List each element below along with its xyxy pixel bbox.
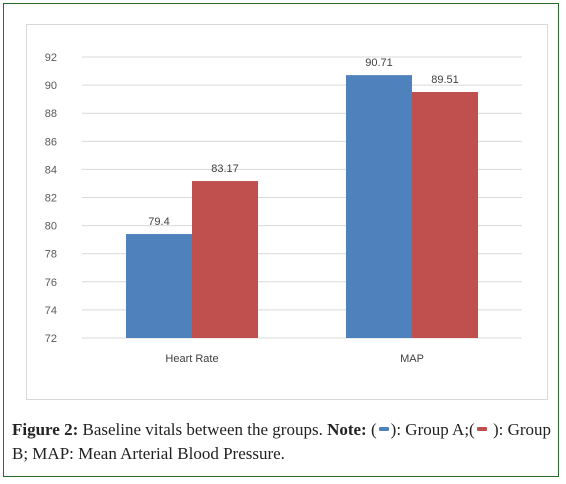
bar — [412, 91, 478, 338]
group-a-text: ): Group A;( — [390, 420, 475, 439]
bar — [192, 181, 258, 338]
data-label: 90.71 — [365, 57, 393, 69]
x-tick-label: Heart Rate — [165, 353, 218, 365]
data-label: 89.51 — [431, 74, 459, 86]
y-tick-label: 76 — [45, 277, 57, 289]
y-tick-label: 74 — [45, 305, 57, 317]
group-a-swatch — [378, 427, 389, 432]
figure-label: Figure 2: — [12, 420, 79, 439]
y-tick-label: 78 — [45, 249, 57, 261]
x-tick-label: MAP — [400, 353, 424, 365]
y-tick-label: 88 — [45, 108, 57, 120]
group-b-text: ): Group B; MAP: Mean Arterial Blood Pre… — [12, 420, 552, 463]
group-b-swatch — [476, 427, 487, 432]
bar — [126, 234, 192, 338]
y-tick-label: 82 — [45, 193, 57, 205]
data-label: 79.4 — [148, 216, 169, 228]
bar — [346, 75, 412, 338]
y-tick-label: 92 — [45, 52, 57, 64]
bar-chart: 72 74 76 78 80 82 84 86 88 90 92 79.4 83.17 Heart Rat… — [45, 52, 522, 365]
data-label: 83.17 — [211, 163, 239, 175]
chart-area: 72 74 76 78 80 82 84 86 88 90 92 79.4 83.17 Heart Rat… — [26, 24, 548, 400]
note-label: Note: — [327, 420, 367, 439]
y-tick-label: 84 — [45, 164, 57, 176]
figure-description: Baseline vitals between the groups. — [78, 420, 328, 439]
y-tick-label: 90 — [45, 80, 57, 92]
caption-open-paren: ( — [366, 420, 377, 439]
figure-caption: Figure 2: Baseline vitals between the gr… — [12, 418, 552, 466]
y-tick-label: 80 — [45, 221, 57, 233]
y-tick-label: 72 — [45, 333, 57, 345]
figure-frame: 72 74 76 78 80 82 84 86 88 90 92 79.4 83.17 Heart Rat… — [3, 3, 559, 477]
y-tick-label: 86 — [45, 136, 57, 148]
